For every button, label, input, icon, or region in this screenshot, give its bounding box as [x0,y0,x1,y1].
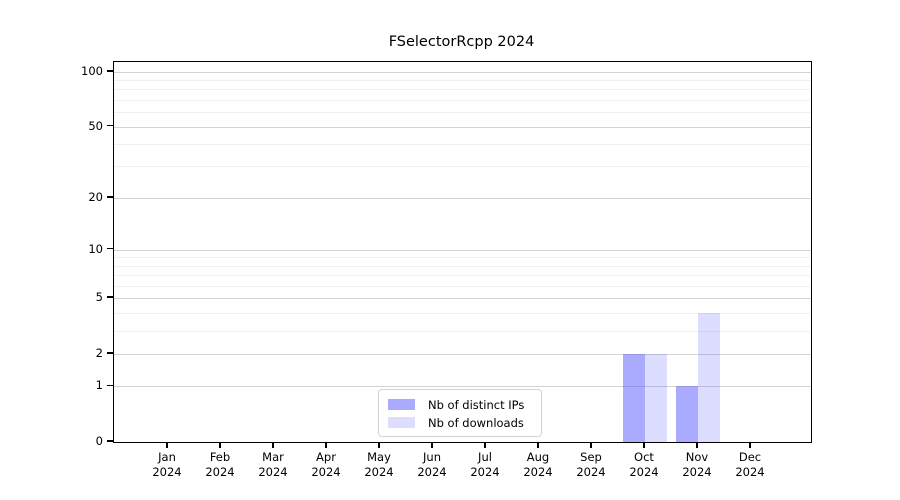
gridline-minor [114,265,811,267]
gridline-minor [114,275,811,277]
y-tick-label: 100 [81,63,103,78]
x-tick-label-feb: Feb 2024 [205,450,235,479]
x-tick-label-oct: Oct 2024 [629,450,659,479]
y-tick-label: 1 [95,378,103,393]
y-tick-mark [107,124,113,127]
x-tick-mark [749,442,751,448]
gridline-minor [114,112,811,114]
x-tick-label-jun: Jun 2024 [417,450,447,479]
gridline-minor [114,257,811,259]
x-tick-mark [643,442,645,448]
gridline-minor [114,89,811,91]
gridline-major [114,386,811,388]
chart-title: FSelectorRcpp 2024 [388,34,535,50]
y-tick-mark [107,195,113,198]
x-tick-label-jul: Jul 2024 [470,450,500,479]
plot-area [113,61,812,443]
gridline-minor [114,144,811,146]
x-tick-mark [484,442,486,448]
x-tick-label-sep: Sep 2024 [576,450,606,479]
bar-nb-of-distinct-ips-oct [623,353,645,442]
x-tick-mark [696,442,698,448]
gridline-major [114,249,811,251]
bar-nb-of-downloads-oct [645,353,667,442]
x-tick-mark [166,442,168,448]
y-tick-mark [107,440,113,442]
gridline-major [114,298,811,300]
legend: Nb of distinct IPs Nb of downloads [378,389,542,437]
gridline-minor [114,285,811,287]
x-tick-mark [537,442,539,448]
y-tick-label: 0 [95,434,103,448]
gridline-major [114,71,811,73]
x-tick-mark [325,442,327,448]
bar-nb-of-distinct-ips-nov [676,386,698,442]
gridline-major [114,197,811,199]
legend-swatch-icon [388,417,415,428]
y-tick-mark [107,247,113,250]
gridline-major [114,126,811,128]
y-tick-label: 50 [88,118,103,133]
x-tick-label-mar: Mar 2024 [258,450,288,479]
y-tick-mark [107,384,113,387]
x-tick-mark [219,442,221,448]
gridline-minor [114,166,811,168]
x-tick-mark [272,442,274,448]
legend-entry: Nb of downloads [388,415,532,430]
legend-swatch-icon [388,399,415,410]
legend-entry: Nb of distinct IPs [388,397,532,412]
x-tick-label-may: May 2024 [364,450,394,479]
y-tick-mark [107,352,113,354]
x-tick-label-dec: Dec 2024 [735,450,765,479]
legend-label: Nb of distinct IPs [428,397,525,412]
gridline-major [114,353,811,355]
x-tick-label-jan: Jan 2024 [152,450,182,479]
bar-nb-of-downloads-nov [698,312,720,442]
gridline-minor [114,312,811,314]
y-tick-mark [107,296,113,299]
y-tick-label: 20 [88,189,103,204]
y-tick-label: 10 [88,241,103,256]
gridline-minor [114,330,811,332]
x-tick-label-nov: Nov 2024 [682,450,712,479]
gridline-minor [114,80,811,82]
y-tick-mark [107,69,113,72]
gridline-minor [114,99,811,101]
y-tick-label: 5 [95,290,103,305]
legend-label: Nb of downloads [428,415,524,430]
x-tick-mark [590,442,592,448]
x-tick-label-apr: Apr 2024 [311,450,341,479]
x-tick-label-aug: Aug 2024 [523,450,553,479]
x-tick-mark [378,442,380,448]
y-tick-label: 2 [95,345,103,360]
x-tick-mark [431,442,433,448]
